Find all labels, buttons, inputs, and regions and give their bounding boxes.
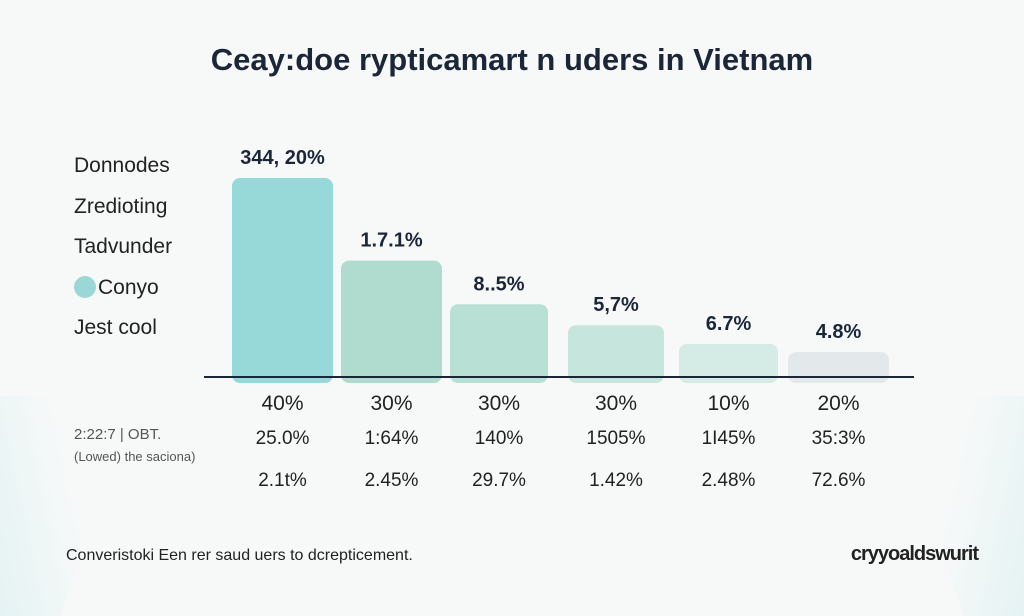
legend-item: Donnodes [74, 154, 170, 177]
table-cell: 1.42% [589, 470, 643, 491]
table-cell: 20% [817, 392, 860, 415]
table-cell: 2.45% [364, 470, 419, 491]
row-note: (Lowed) the saciona) [74, 449, 196, 464]
table-cell: 30% [477, 392, 521, 415]
table-cell: 2.1t% [258, 470, 307, 491]
bar-data-label: 8..5% [473, 273, 524, 295]
table-cell: 25.0% [255, 428, 310, 449]
legend-item: Tadvunder [74, 235, 173, 258]
table-cell: 35:3% [811, 428, 866, 449]
table-cell: 30% [594, 392, 638, 415]
bar [232, 178, 333, 383]
chart-title: Ceay:doe rypticamart n uders in Vietnam [210, 42, 814, 77]
bar [788, 351, 889, 383]
brand-logo: cryyoaldswurit [850, 543, 979, 565]
bar [568, 325, 664, 383]
table-cell: 1:64% [364, 428, 419, 449]
row-note: 2:22:7 | OBT. [74, 426, 162, 443]
bar-data-label: 4.8% [816, 321, 862, 343]
table-cell: 30% [370, 392, 413, 415]
bar-data-label: 6.7% [706, 313, 752, 335]
legend-item: Jest cool [74, 316, 157, 339]
bar-data-label: 344, 20% [240, 147, 325, 169]
bar [341, 260, 442, 383]
table-cell: 10% [707, 392, 750, 415]
table-cell: 1I45% [701, 428, 756, 449]
bar-chart: 344, 20% 1.7.1% 8..5% 5,7% 6.7% 4.8% [204, 147, 914, 383]
table-cell: 72.6% [811, 470, 866, 491]
bar [450, 304, 548, 383]
legend-swatch [74, 276, 96, 298]
bar-data-label: 5,7% [593, 294, 639, 316]
footer-caption: Converistoki Een rer saud uers to dcrept… [66, 547, 413, 564]
legend-label: Conyo [98, 276, 159, 299]
table-cell: 40% [261, 392, 304, 415]
table-cell: 2.48% [701, 470, 756, 491]
table-cell: 1505% [586, 428, 646, 449]
legend-item-with-swatch: Conyo [74, 276, 159, 300]
table-cell: 140% [474, 428, 524, 449]
bar-data-label: 1.7.1% [360, 230, 422, 252]
legend-item: Zredioting [74, 195, 168, 218]
bar [679, 343, 778, 383]
table-cell: 29.7% [472, 470, 526, 491]
